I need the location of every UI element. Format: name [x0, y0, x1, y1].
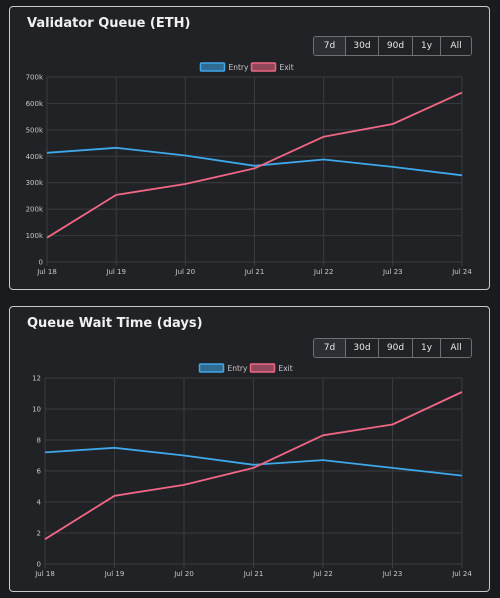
series-line-exit: [44, 391, 463, 540]
x-tick-label: Jul 21: [244, 268, 265, 276]
validator-queue-panel: Validator Queue (ETH) 7d 30d 90d 1y All …: [9, 6, 490, 290]
range-7d-button[interactable]: 7d: [314, 37, 345, 55]
y-tick-label: 4: [37, 499, 42, 507]
panel-title: Validator Queue (ETH): [27, 16, 191, 31]
legend-label-exit[interactable]: Exit: [279, 364, 293, 373]
x-tick-label: Jul 20: [173, 570, 194, 578]
range-all-button[interactable]: All: [440, 37, 471, 55]
y-tick-label: 2: [37, 530, 41, 538]
x-tick-label: Jul 18: [34, 570, 55, 578]
range-90d-button[interactable]: 90d: [378, 37, 412, 55]
range-1y-button[interactable]: 1y: [412, 339, 440, 357]
x-tick-label: Jul 23: [382, 570, 403, 578]
legend-swatch-entry[interactable]: [199, 62, 226, 72]
x-tick-label: Jul 22: [312, 570, 333, 578]
x-tick-label: Jul 19: [105, 268, 126, 276]
x-tick-label: Jul 20: [175, 268, 196, 276]
y-tick-label: 8: [37, 437, 41, 445]
range-7d-button[interactable]: 7d: [314, 339, 345, 357]
time-range-selector: 7d 30d 90d 1y All: [313, 36, 472, 56]
time-range-selector: 7d 30d 90d 1y All: [313, 338, 472, 358]
validator-queue-chart: 0 100k 200k 300k 400k 500k 600k 700k Jul 18 Jul 1…: [26, 62, 472, 276]
legend-label-entry[interactable]: Entry: [229, 63, 250, 72]
queue-wait-time-panel: Queue Wait Time (days) 7d 30d 90d 1y All…: [9, 306, 490, 592]
y-tick-label: 200k: [26, 206, 44, 214]
y-tick-label: 300k: [26, 179, 44, 187]
panel-title: Queue Wait Time (days): [27, 316, 203, 331]
series-line-entry: [46, 146, 463, 177]
x-tick-label: Jul 21: [243, 570, 264, 578]
range-30d-button[interactable]: 30d: [345, 339, 378, 357]
legend-label-entry[interactable]: Entry: [228, 364, 249, 373]
y-tick-label: 0: [37, 561, 41, 569]
x-tick-label: Jul 18: [36, 268, 57, 276]
range-1y-button[interactable]: 1y: [412, 37, 440, 55]
x-tick-label: Jul 24: [451, 268, 472, 276]
range-90d-button[interactable]: 90d: [378, 339, 412, 357]
y-tick-label: 6: [37, 468, 42, 476]
legend-label-exit[interactable]: Exit: [280, 63, 294, 72]
x-tick-label: Jul 23: [382, 268, 403, 276]
x-tick-label: Jul 22: [313, 268, 334, 276]
x-tick-label: Jul 19: [104, 570, 125, 578]
y-tick-label: 10: [32, 406, 41, 414]
y-tick-label: 400k: [26, 153, 44, 161]
series-line-entry: [44, 446, 463, 477]
legend-swatch-exit[interactable]: [249, 363, 276, 373]
x-tick-label: Jul 24: [451, 570, 472, 578]
y-tick-label: 500k: [26, 126, 44, 134]
series-line-exit: [46, 91, 463, 239]
y-tick-label: 0: [39, 259, 43, 267]
legend-swatch-exit[interactable]: [250, 62, 277, 72]
legend-swatch-entry[interactable]: [198, 363, 225, 373]
y-tick-label: 12: [32, 375, 41, 383]
range-30d-button[interactable]: 30d: [345, 37, 378, 55]
y-tick-label: 100k: [26, 232, 44, 240]
y-tick-label: 700k: [26, 74, 44, 82]
y-tick-label: 600k: [26, 100, 44, 108]
queue-wait-time-chart: 0 2 4 6 8 10 12 Jul 18 Jul 19 Jul 20 Jul 21 Jul 22 J…: [32, 363, 472, 578]
range-all-button[interactable]: All: [440, 339, 471, 357]
